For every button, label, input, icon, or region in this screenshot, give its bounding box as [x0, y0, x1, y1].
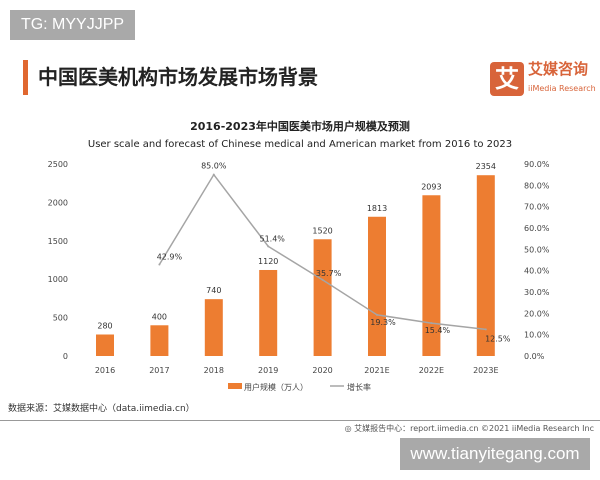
line-label: 51.4% [259, 234, 285, 243]
line-point [321, 278, 324, 281]
bar [368, 216, 386, 356]
y-right-tick: 80.0% [524, 181, 550, 190]
logo-text-en: iiMedia Research [528, 84, 596, 93]
y-right-tick: 0.0% [524, 352, 545, 361]
bar [422, 195, 441, 356]
x-tick: 2021E [364, 366, 389, 375]
y-right-tick: 10.0% [524, 331, 550, 340]
x-tick: 2020 [312, 366, 332, 375]
y-right-tick: 90.0% [524, 160, 550, 169]
y-left-tick: 2000 [48, 198, 68, 207]
bar [150, 325, 169, 356]
bar [313, 239, 332, 356]
y-left-tick: 2500 [48, 160, 68, 169]
line-label: 19.3% [370, 318, 396, 327]
bar-label: 2093 [421, 182, 441, 191]
x-tick: 2019 [258, 366, 278, 375]
globe-icon: ◎ [344, 424, 355, 433]
bar-label: 1813 [367, 204, 387, 213]
y-right-tick: 30.0% [524, 288, 550, 297]
watermark-top: TG: MYYJJPP [10, 10, 135, 40]
legend-bar-label: 用户规模（万人） [244, 382, 308, 392]
x-tick: 2018 [204, 366, 224, 375]
bar-label: 740 [206, 286, 221, 295]
line-label: 35.7% [316, 269, 342, 278]
line-point [376, 313, 378, 316]
chart: 0 500 1000 1500 2000 2500 0.0% 10.0% 20.0% 30.0% 4… [48, 160, 550, 392]
y-right-tick: 50.0% [524, 245, 550, 254]
y-left-tick: 1000 [48, 275, 68, 284]
watermark-bottom: www.tianyitegang.com [400, 438, 590, 470]
y-right-tick: 60.0% [524, 224, 550, 233]
bar [204, 299, 223, 356]
bar [259, 269, 278, 356]
line-point [212, 173, 215, 176]
data-source: 数据来源：艾媒数据中心（data.iimedia.cn） [8, 404, 195, 414]
y-right-tick: 70.0% [524, 203, 550, 212]
x-tick: 2016 [95, 366, 115, 375]
line-label: 42.9% [157, 252, 183, 261]
bar-label: 280 [97, 321, 112, 330]
x-tick: 2023E [473, 366, 498, 375]
divider [0, 420, 600, 421]
y-left-tick: 1500 [48, 237, 68, 246]
line-point [484, 328, 487, 331]
line-label: 15.4% [425, 326, 451, 335]
bar [476, 175, 495, 356]
legend-line-label: 增长率 [347, 382, 371, 392]
line-point [158, 263, 161, 266]
chart-title: 2016-2023年中国医美市场用户规模及预测 [190, 120, 410, 133]
line-label: 12.5% [485, 334, 511, 343]
legend-bar-swatch [228, 383, 242, 389]
logo-text-cn: 艾媒咨询 [528, 60, 589, 78]
y-right-tick: 40.0% [524, 267, 550, 276]
line-point [267, 245, 270, 248]
footer-credit: ◎ 艾媒报告中心：report.iimedia.cn ©2021 iiMedia… [345, 423, 594, 434]
bar-label: 2354 [476, 162, 496, 171]
bar-label: 400 [152, 312, 167, 321]
page-title: 中国医美机构市场发展市场背景 [38, 65, 318, 89]
chart-subtitle: User scale and forecast of Chinese medic… [87, 139, 513, 150]
title-accent-bar [23, 60, 28, 95]
x-tick: 2017 [149, 366, 169, 375]
line-label: 85.0% [201, 162, 227, 171]
line-point [430, 322, 433, 325]
y-left-tick: 500 [53, 314, 68, 323]
y-right-tick: 20.0% [524, 309, 550, 318]
x-tick: 2022E [419, 366, 444, 375]
bar [96, 334, 114, 356]
bar-label: 1520 [312, 226, 332, 235]
logo-icon: 艾 [490, 62, 524, 96]
footer-credit-text: 艾媒报告中心：report.iimedia.cn ©2021 iiMedia R… [354, 424, 594, 433]
bar-label: 1120 [258, 257, 278, 266]
y-left-tick: 0 [63, 352, 68, 361]
